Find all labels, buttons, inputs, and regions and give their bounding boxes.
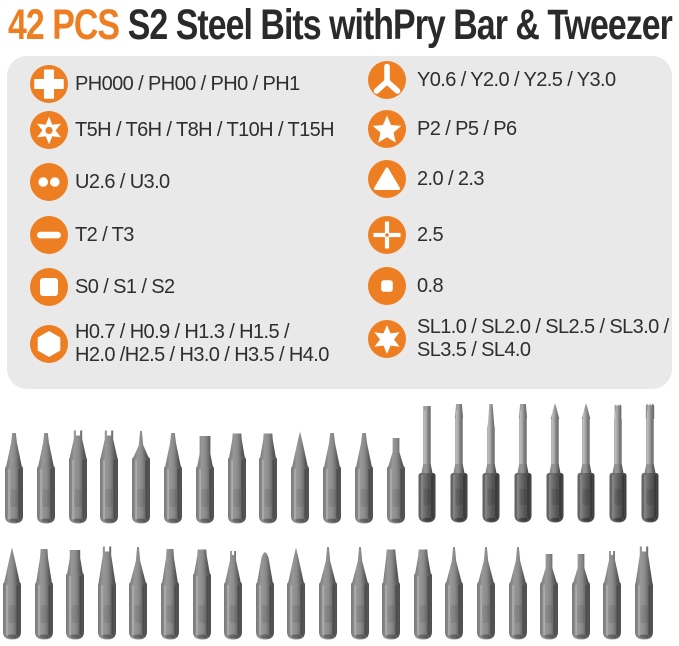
bits-photo-row-1 [0,401,679,527]
screwdriver-bit [536,543,562,643]
screwdriver-bit [347,543,373,643]
screwdriver-bit [62,543,88,643]
spec-row: Y0.6 / Y2.0 / Y2.5 / Y3.0 [368,60,616,100]
screwdriver-bit [383,427,409,527]
screwdriver-bit [478,401,504,527]
screwdriver-bit [414,401,440,527]
screwdriver-bit [1,427,27,527]
screwdriver-bit [31,543,57,643]
y-type-icon [368,61,406,99]
screwdriver-bit [505,543,531,643]
screwdriver-bit [96,427,122,527]
spec-panel [7,56,672,389]
screwdriver-bit [315,543,341,643]
u-type-icon [30,163,68,201]
screwdriver-bit [473,543,499,643]
screwdriver-bit [446,401,472,527]
screwdriver-bit [637,401,663,527]
spec-label: U2.6 / U3.0 [75,170,170,193]
hex-icon [30,325,68,363]
screwdriver-bit [0,543,25,643]
screwdriver-bit [441,543,467,643]
square-icon [30,268,68,306]
phillips-icon [30,65,68,103]
spec-label: PH000 / PH00 / PH0 / PH1 [75,72,300,95]
title-count: 42 PCS [8,1,120,49]
spec-row: 0.8 [368,266,444,306]
screwdriver-bit [192,427,218,527]
spec-label: 0.8 [417,274,444,297]
screwdriver-bit [351,427,377,527]
spec-label: 2.5 [417,223,444,246]
spec-row: P2 / P5 / P6 [368,109,517,149]
title-text: S2 Steel Bits withPry Bar & Tweezer [127,1,673,49]
screwdriver-bit [410,543,436,643]
spec-row: SL1.0 / SL2.0 / SL2.5 / SL3.0 / SL3.5 / … [368,316,669,361]
spec-row: H0.7 / H0.9 / H1.3 / H1.5 / H2.0 /H2.5 /… [30,321,329,366]
spec-label: H0.7 / H0.9 / H1.3 / H1.5 / H2.0 /H2.5 /… [75,321,329,366]
screwdriver-bit [220,543,246,643]
screwdriver-bit [160,427,186,527]
screwdriver-bit [573,401,599,527]
screwdriver-bit [94,543,120,643]
cross-icon [368,216,406,254]
screwdriver-bit [189,543,215,643]
screwdriver-bit [33,427,59,527]
spec-label: Y0.6 / Y2.0 / Y2.5 / Y3.0 [417,68,616,91]
page-title: 42 PCS S2 Steel Bits withPry Bar & Tweeze… [8,1,673,49]
spec-label: S0 / S1 / S2 [75,275,175,298]
triangle-icon [368,160,406,198]
screwdriver-bit [125,543,151,643]
spec-label: P2 / P5 / P6 [417,117,517,140]
screwdriver-bit [510,401,536,527]
spec-row: T5H / T6H / T8H / T10H / T15H [30,110,335,150]
screwdriver-bit [631,543,657,643]
spec-row: 2.0 / 2.3 [368,159,484,199]
screwdriver-bit [283,543,309,643]
screwdriver-bit [599,543,625,643]
slot-icon [30,216,68,254]
torx-icon [30,111,68,149]
pentalobe-icon [368,110,406,148]
screwdriver-bit [542,401,568,527]
spec-row: T2 / T3 [30,215,134,255]
spec-row: 2.5 [368,215,444,255]
screwdriver-bit [255,427,281,527]
spec-row: S0 / S1 / S2 [30,267,175,307]
screwdriver-bit [224,427,250,527]
screwdriver-bit [605,401,631,527]
screwdriver-bit [128,427,154,527]
square-dot-icon [368,267,406,305]
spec-label: T5H / T6H / T8H / T10H / T15H [75,118,335,141]
bits-photo-row-2 [0,543,679,643]
screwdriver-bit [157,543,183,643]
spec-label: T2 / T3 [75,223,134,246]
screwdriver-bit [319,427,345,527]
spec-label: SL1.0 / SL2.0 / SL2.5 / SL3.0 / SL3.5 / … [417,316,669,361]
screwdriver-bit [378,543,404,643]
screwdriver-bit [65,427,91,527]
spec-row: PH000 / PH00 / PH0 / PH1 [30,64,300,104]
screwdriver-bit [252,543,278,643]
spec-row: U2.6 / U3.0 [30,162,170,202]
star-icon [368,320,406,358]
screwdriver-bit [287,427,313,527]
screwdriver-bit [568,543,594,643]
spec-label: 2.0 / 2.3 [417,167,484,190]
